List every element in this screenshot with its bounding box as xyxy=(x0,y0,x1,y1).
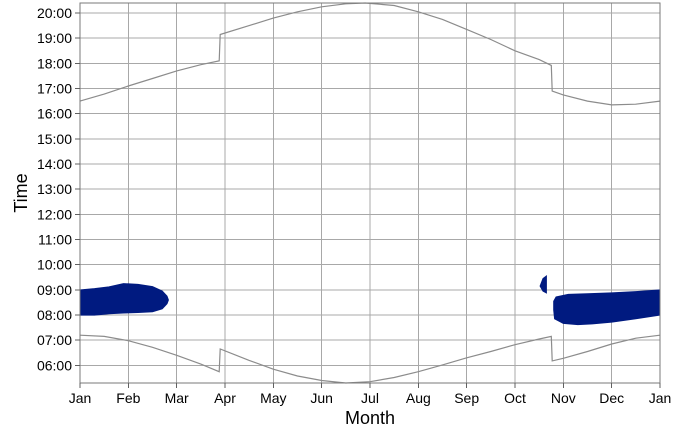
x-tick-label: Nov xyxy=(551,390,576,406)
shaded-region xyxy=(539,274,547,294)
x-tick-label: Dec xyxy=(599,390,624,406)
x-tick-label: Jan xyxy=(69,390,92,406)
y-tick-label: 19:00 xyxy=(37,30,72,46)
tick-labels: Jan Feb Mar Apr May Jun Jul Aug Sep Oct Nov Dec Jan 0… xyxy=(37,5,671,406)
x-tick-label: Oct xyxy=(504,390,526,406)
y-axis-title: Time xyxy=(11,173,31,212)
y-tick-label: 20:00 xyxy=(37,5,72,21)
x-tick-label: Feb xyxy=(116,390,140,406)
y-tick-label: 14:00 xyxy=(37,156,72,172)
x-tick-label: Mar xyxy=(165,390,189,406)
filled-regions xyxy=(79,274,661,326)
y-tick-label: 06:00 xyxy=(37,357,72,373)
curve-line xyxy=(79,2,661,106)
x-tick-label: Jul xyxy=(361,390,379,406)
x-axis-title: Month xyxy=(345,408,395,428)
axis-ticks xyxy=(75,12,661,388)
y-tick-label: 18:00 xyxy=(37,55,72,71)
grid xyxy=(79,3,661,383)
y-tick-label: 15:00 xyxy=(37,131,72,147)
y-tick-label: 12:00 xyxy=(37,206,72,222)
curve-line xyxy=(79,334,661,384)
y-tick-label: 17:00 xyxy=(37,81,72,97)
y-tick-label: 09:00 xyxy=(37,282,72,298)
x-tick-label: Sep xyxy=(454,390,479,406)
y-tick-label: 13:00 xyxy=(37,181,72,197)
x-tick-label: Jan xyxy=(649,390,672,406)
y-tick-label: 11:00 xyxy=(38,232,72,248)
shaded-region xyxy=(553,289,661,326)
y-tick-label: 10:00 xyxy=(37,257,72,273)
y-tick-label: 08:00 xyxy=(37,307,72,323)
curves xyxy=(79,2,661,384)
x-tick-label: Apr xyxy=(214,390,236,406)
y-tick-label: 16:00 xyxy=(37,106,72,122)
x-tick-label: Aug xyxy=(406,390,431,406)
x-tick-label: Jun xyxy=(310,390,333,406)
shaded-region xyxy=(79,283,169,316)
x-tick-label: May xyxy=(260,390,286,406)
y-tick-label: 07:00 xyxy=(37,332,72,348)
